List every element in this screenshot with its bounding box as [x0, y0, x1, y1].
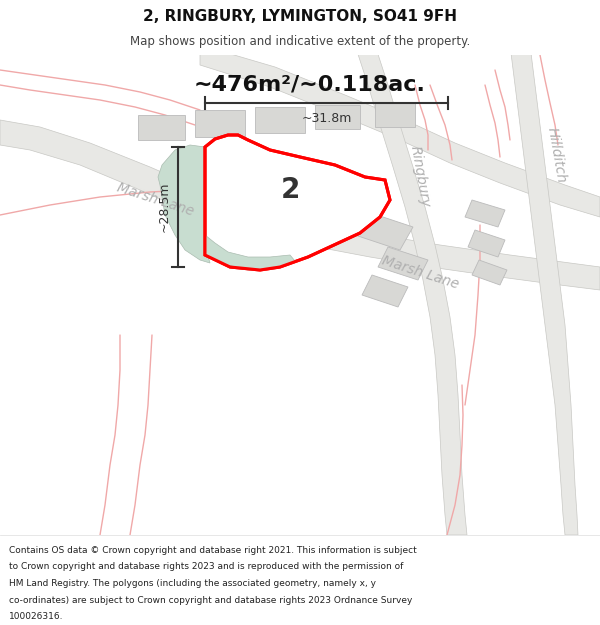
Polygon shape — [355, 45, 467, 535]
Text: to Crown copyright and database rights 2023 and is reproduced with the permissio: to Crown copyright and database rights 2… — [9, 562, 403, 571]
Text: ~28.5m: ~28.5m — [157, 182, 170, 232]
Polygon shape — [205, 135, 390, 270]
Text: 100026316.: 100026316. — [9, 612, 64, 621]
Polygon shape — [255, 107, 305, 133]
Polygon shape — [375, 103, 415, 127]
Text: Hillditch: Hillditch — [545, 126, 569, 184]
Text: HM Land Registry. The polygons (including the associated geometry, namely x, y: HM Land Registry. The polygons (includin… — [9, 579, 376, 588]
Polygon shape — [158, 145, 210, 263]
Polygon shape — [295, 175, 355, 217]
Polygon shape — [378, 247, 428, 280]
Text: Map shows position and indicative extent of the property.: Map shows position and indicative extent… — [130, 35, 470, 48]
Polygon shape — [510, 45, 578, 535]
Text: ~476m²/~0.118ac.: ~476m²/~0.118ac. — [194, 75, 426, 95]
Polygon shape — [472, 260, 507, 285]
Text: co-ordinates) are subject to Crown copyright and database rights 2023 Ordnance S: co-ordinates) are subject to Crown copyr… — [9, 596, 412, 605]
Polygon shape — [468, 230, 505, 257]
Text: ~31.8m: ~31.8m — [301, 111, 352, 124]
Polygon shape — [205, 235, 295, 270]
Polygon shape — [362, 275, 408, 307]
Polygon shape — [465, 200, 505, 227]
Text: Marsh Lane: Marsh Lane — [380, 254, 461, 292]
Polygon shape — [0, 120, 600, 290]
Text: 2: 2 — [280, 176, 299, 204]
Polygon shape — [315, 105, 360, 129]
Text: 2, RINGBURY, LYMINGTON, SO41 9FH: 2, RINGBURY, LYMINGTON, SO41 9FH — [143, 9, 457, 24]
Text: Marsh Lane: Marsh Lane — [115, 181, 196, 219]
Polygon shape — [138, 115, 185, 140]
Text: Contains OS data © Crown copyright and database right 2021. This information is : Contains OS data © Crown copyright and d… — [9, 546, 417, 555]
Polygon shape — [200, 45, 600, 217]
Text: Ringbury: Ringbury — [408, 145, 433, 209]
Polygon shape — [355, 212, 413, 250]
Polygon shape — [195, 110, 245, 137]
